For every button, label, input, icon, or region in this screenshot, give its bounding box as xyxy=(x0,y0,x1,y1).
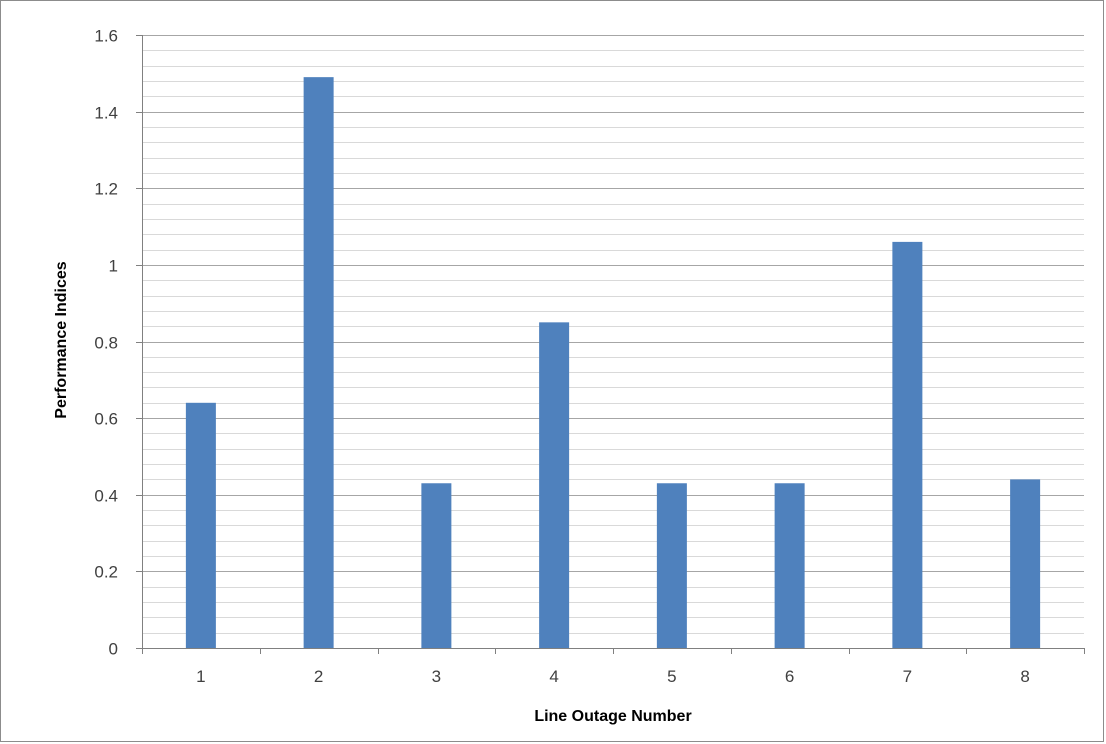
y-tick-label: 1.4 xyxy=(94,104,118,123)
y-tick-label: 0.6 xyxy=(94,410,118,429)
y-tick-label: 1.6 xyxy=(94,27,118,46)
bar-5 xyxy=(656,483,687,648)
axes xyxy=(136,35,1085,654)
bar-2 xyxy=(303,77,334,649)
bar-1 xyxy=(185,402,216,648)
y-tick-labels: 0 0.2 0.4 0.6 0.8 1 1.2 1.4 1.6 xyxy=(94,27,118,659)
bar-8 xyxy=(1010,479,1041,648)
x-tick-label: 5 xyxy=(667,667,676,686)
y-tick-label: 0 xyxy=(109,640,118,659)
x-tick-label: 3 xyxy=(432,667,441,686)
bar-3 xyxy=(421,483,452,648)
y-tick-label: 0.2 xyxy=(94,563,118,582)
bars xyxy=(185,77,1041,649)
y-tick-label: 1.2 xyxy=(94,180,118,199)
y-axis-title: Performance Indices xyxy=(53,261,70,419)
x-tick-label: 1 xyxy=(196,667,205,686)
bar-6 xyxy=(774,483,805,648)
x-axis-title: Line Outage Number xyxy=(534,708,691,725)
y-tick-label: 0.4 xyxy=(94,487,118,506)
x-tick-label: 7 xyxy=(903,667,912,686)
x-tick-label: 4 xyxy=(549,667,558,686)
x-tick-label: 6 xyxy=(785,667,794,686)
x-tick-label: 2 xyxy=(314,667,323,686)
bar-4 xyxy=(539,322,570,648)
bar-7 xyxy=(892,241,923,648)
y-tick-label: 0.8 xyxy=(94,334,118,353)
y-tick-label: 1 xyxy=(109,257,118,276)
x-tick-labels: 1 2 3 4 5 6 7 8 xyxy=(196,667,1030,686)
x-tick-label: 8 xyxy=(1020,667,1029,686)
gridlines xyxy=(142,35,1084,634)
